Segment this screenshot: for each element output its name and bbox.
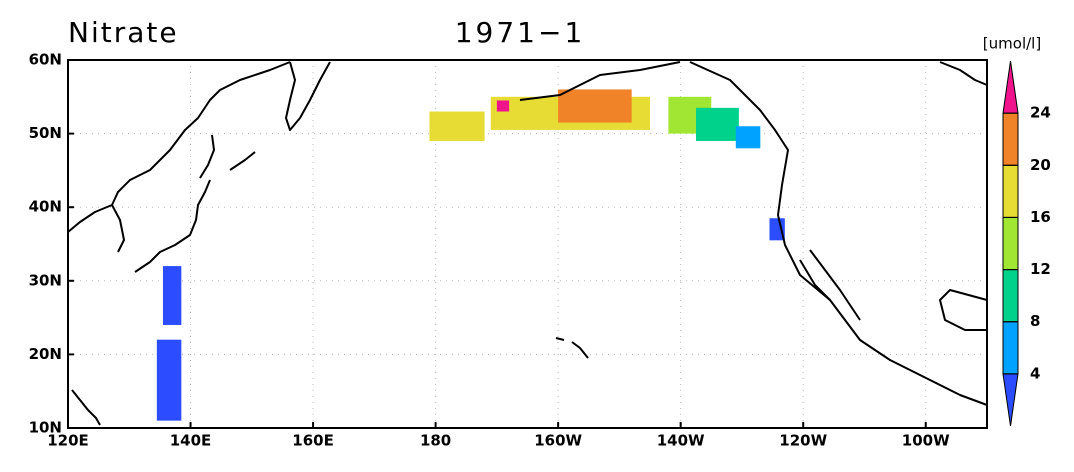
philippines [71, 389, 101, 426]
colorbar-segment [1002, 60, 1019, 114]
colorbar-label: 24 [1030, 104, 1051, 122]
x-tick-label: 160W [534, 432, 582, 450]
plot-frame [67, 59, 988, 429]
data-patches [156, 89, 785, 421]
nitrate-patch [429, 111, 485, 141]
nitrate-patch [496, 100, 510, 112]
y-tick-label: 10N [29, 419, 62, 437]
x-tick-label: 140W [657, 432, 705, 450]
nitrate-patch [695, 107, 739, 141]
y-tick-label: 60N [29, 51, 62, 69]
x-tick-label: 160E [292, 432, 334, 450]
unit-label: [umol/l] [983, 35, 1041, 53]
colorbar-segment [1002, 112, 1019, 166]
title: Nitrate [68, 16, 179, 49]
colorbar-label: 4 [1030, 364, 1040, 382]
kamchatka [285, 61, 331, 131]
colorbar: 4 8 12 16 20 24 [1002, 60, 1051, 427]
subtitle: 1971−1 [455, 16, 586, 49]
y-tick-label: 40N [29, 198, 62, 216]
x-tick-label: 100W [902, 432, 950, 450]
colorbar-label: 8 [1030, 312, 1040, 330]
colorbar-segment [1002, 373, 1019, 427]
baja [799, 249, 861, 321]
x-tick-label: 140E [170, 432, 212, 450]
north-america [519, 61, 988, 406]
y-tick-label: 20N [29, 345, 62, 363]
hudson-and-gulf [939, 61, 988, 331]
colorbar-segment [1002, 216, 1019, 271]
nitrate-patch [162, 266, 182, 325]
nitrate-patch [156, 339, 182, 421]
asia-coast [67, 61, 291, 233]
colorbar-segment [1002, 164, 1019, 218]
x-tick-label: 120E [47, 432, 89, 450]
axes: 120E 140E 160E 180 160W 140W 120W 100W 10N 20N 30N… [29, 51, 951, 450]
japan [134, 134, 256, 273]
x-tick-label: 120W [779, 432, 827, 450]
hawaii [555, 337, 589, 359]
nitrate-patch [735, 126, 761, 149]
colorbar-segment [1002, 321, 1019, 375]
colorbar-label: 12 [1030, 260, 1051, 278]
coastlines [67, 61, 988, 426]
colorbar-label: 16 [1030, 208, 1051, 226]
y-tick-label: 30N [29, 271, 62, 289]
colorbar-label: 20 [1030, 156, 1051, 174]
colorbar-segment [1002, 269, 1019, 323]
y-tick-label: 50N [29, 124, 62, 142]
nitrate-patch [558, 89, 632, 123]
x-tick-label: 180 [420, 432, 451, 450]
korea [111, 204, 125, 253]
